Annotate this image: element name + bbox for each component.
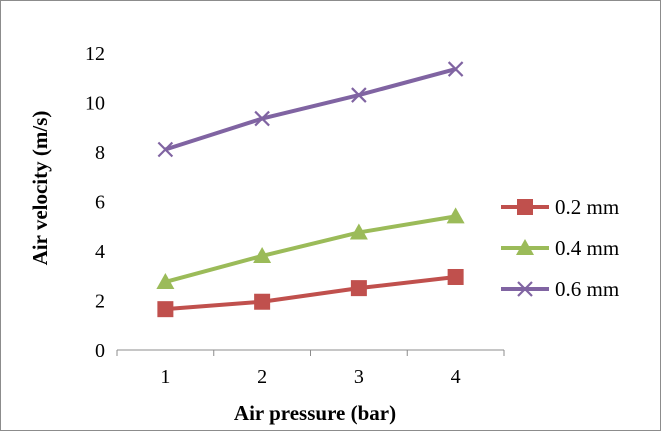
x-tick-labels: 1 2 3 4 (160, 366, 460, 388)
legend-item: 0.4 mm (501, 236, 619, 260)
data-point-x (254, 110, 270, 127)
x-tick-label: 1 (160, 366, 170, 388)
series-line (164, 214, 456, 284)
y-tick-label: 2 (95, 291, 105, 313)
data-point-x (517, 281, 533, 297)
legend-label: 0.2 mm (555, 195, 619, 219)
series-0-4-mm (156, 207, 465, 289)
data-point-triangle (446, 207, 465, 224)
data-point-triangle (253, 246, 272, 263)
y-tick-label: 6 (95, 192, 105, 214)
y-tick-label: 4 (95, 241, 105, 263)
data-point-triangle (156, 272, 175, 289)
y-tick-label: 8 (95, 142, 105, 164)
data-point-square (447, 268, 464, 285)
legend: 0.2 mm 0.4 mm 0.6 mm (501, 195, 619, 301)
legend-label: 0.6 mm (555, 277, 619, 301)
series-0-2-mm (157, 268, 464, 318)
series-layer (156, 61, 465, 318)
data-point-triangle (349, 223, 368, 240)
y-tick-label: 10 (85, 93, 105, 115)
y-tick-label: 12 (85, 43, 105, 65)
legend-item: 0.2 mm (501, 195, 619, 219)
y-tick-label: 0 (95, 340, 105, 362)
legend-item: 0.6 mm (501, 277, 619, 301)
y-axis-title: Air velocity (m/s) (28, 111, 52, 266)
data-point-triangle (516, 239, 534, 255)
series-line (164, 67, 457, 152)
series-line (165, 275, 456, 312)
data-point-x (447, 61, 464, 77)
plot-axes (116, 349, 505, 356)
x-tick-label: 3 (354, 366, 364, 388)
x-tick-label: 2 (257, 366, 267, 388)
data-point-square (517, 199, 533, 215)
data-point-square (157, 301, 174, 318)
x-tick-label: 4 (451, 366, 461, 388)
x-axis-title: Air pressure (bar) (234, 401, 396, 425)
data-point-square (254, 293, 271, 310)
y-tick-labels: 0 2 4 6 8 10 12 (85, 43, 105, 362)
data-point-x (157, 141, 174, 158)
legend-label: 0.4 mm (555, 236, 619, 260)
series-0-6-mm (157, 61, 464, 158)
data-point-x (351, 87, 367, 103)
data-point-square (350, 280, 367, 297)
